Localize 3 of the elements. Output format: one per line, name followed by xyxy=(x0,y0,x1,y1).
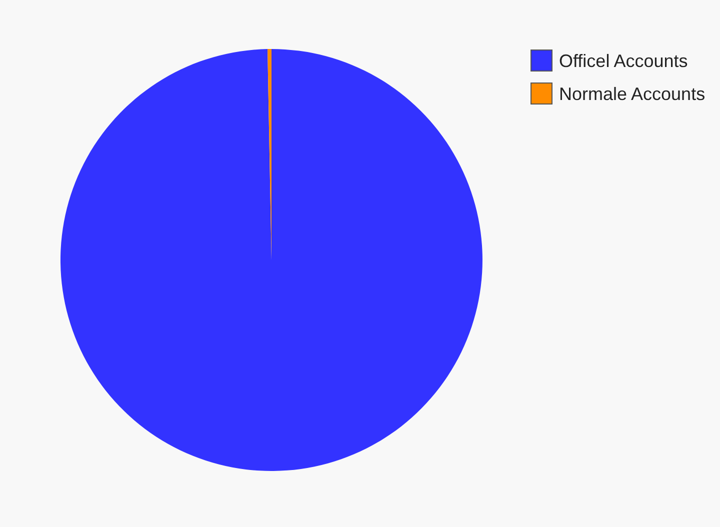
pie-slice xyxy=(60,49,482,471)
legend-label: Officel Accounts xyxy=(559,51,688,71)
legend-label: Normale Accounts xyxy=(559,84,706,104)
